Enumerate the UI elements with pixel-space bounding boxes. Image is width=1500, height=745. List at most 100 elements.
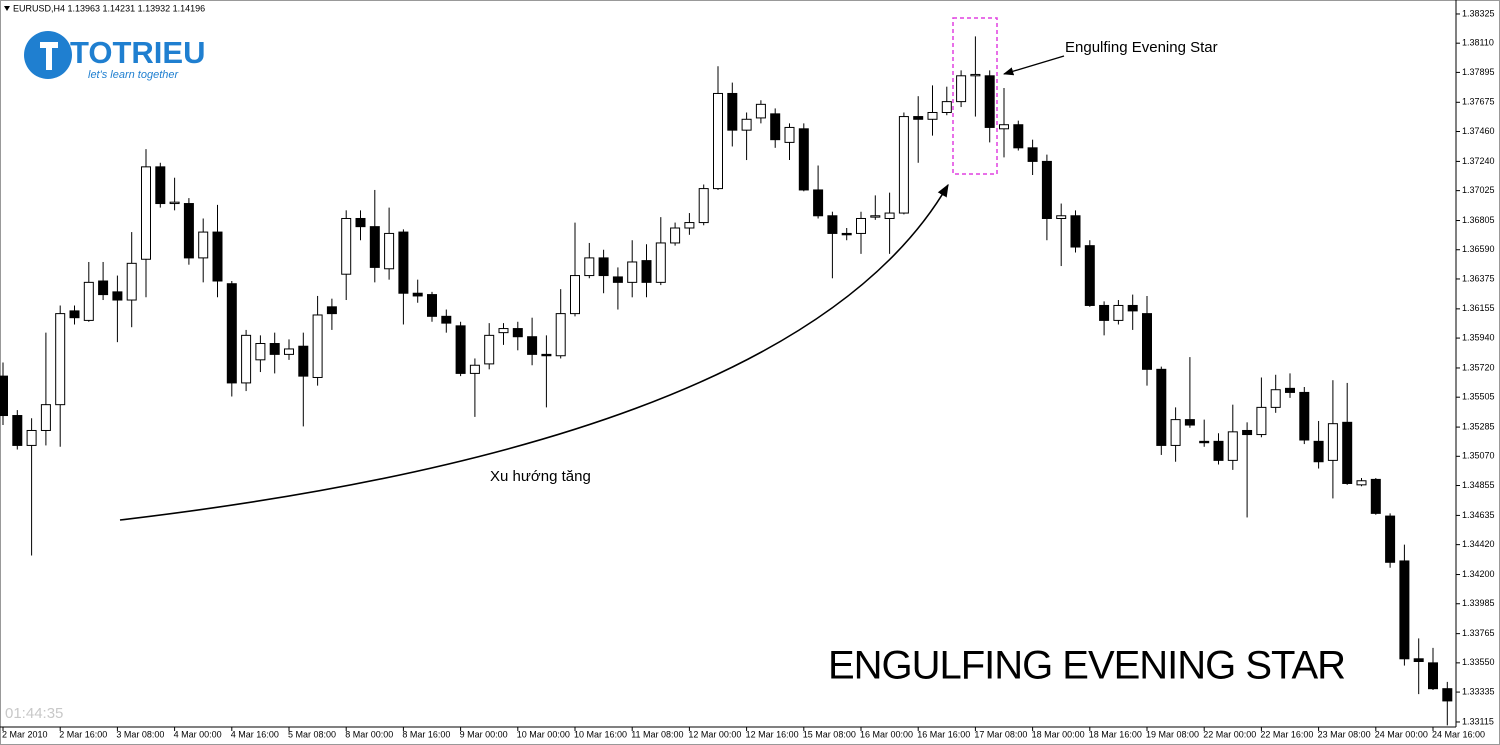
candle-body — [0, 375, 8, 417]
x-tick-label: 2 Mar 2010 — [2, 729, 48, 739]
logo-glyph — [40, 42, 58, 70]
candle-body — [956, 75, 967, 103]
candle-body — [141, 166, 151, 260]
candle-body — [941, 101, 952, 113]
candle-body — [412, 292, 423, 297]
candle-body — [1070, 215, 1081, 248]
x-tick-label: 22 Mar 16:00 — [1260, 729, 1313, 739]
pattern-arrow — [1003, 55, 1065, 76]
candle-body — [1013, 124, 1024, 149]
candle-body — [727, 92, 738, 131]
candle-body — [598, 257, 609, 277]
x-tick-label: 12 Mar 00:00 — [688, 729, 741, 739]
y-tick-label: 1.37240 — [1462, 156, 1495, 166]
highlight-box — [952, 17, 998, 175]
x-tick-label: 5 Mar 08:00 — [288, 729, 336, 739]
clock: 01:44:35 — [5, 705, 63, 722]
candle-body — [1056, 215, 1067, 219]
y-tick-label: 1.34420 — [1462, 539, 1495, 549]
candle-body — [913, 116, 924, 120]
y-tick-label: 1.37460 — [1462, 126, 1495, 136]
candle-body — [1213, 440, 1224, 461]
candle-body — [884, 212, 895, 219]
x-tick-label: 18 Mar 00:00 — [1032, 729, 1085, 739]
candle-body — [813, 189, 824, 217]
candle-body — [856, 217, 866, 234]
y-tick-label: 1.34200 — [1462, 569, 1495, 579]
candle-body — [970, 73, 981, 77]
candle-body — [398, 231, 409, 294]
candle-body — [1227, 431, 1238, 461]
candle-body — [741, 118, 752, 131]
annotation: Xu hướng tăng — [490, 468, 591, 485]
x-tick-label: 8 Mar 16:00 — [402, 729, 450, 739]
candle-body — [641, 260, 652, 283]
x-tick-label: 8 Mar 00:00 — [345, 729, 393, 739]
candle-body — [1270, 389, 1281, 408]
y-tick-label: 1.33765 — [1462, 628, 1495, 638]
candle-body — [713, 92, 723, 190]
candle-body — [627, 261, 638, 283]
y-tick-label: 1.37895 — [1462, 67, 1495, 77]
annotation: Engulfing Evening Star — [1065, 39, 1218, 56]
candle-body — [555, 313, 566, 357]
candle-body — [1156, 368, 1167, 446]
candle-body — [1399, 560, 1410, 660]
y-tick-label: 1.36155 — [1462, 303, 1495, 313]
y-tick-label: 1.34855 — [1462, 480, 1495, 490]
y-tick-label: 1.33115 — [1462, 716, 1494, 726]
candle-body — [98, 280, 109, 296]
candle-body — [484, 334, 495, 365]
candle-body — [827, 215, 838, 234]
x-tick-label: 16 Mar 00:00 — [860, 729, 913, 739]
big-annotation: ENGULFING EVENING STAR — [828, 644, 1346, 688]
x-tick-label: 18 Mar 16:00 — [1089, 729, 1142, 739]
candle-body — [898, 116, 909, 214]
candle-body — [512, 328, 523, 338]
candle-body — [1242, 429, 1253, 436]
y-tick-label: 1.37675 — [1462, 97, 1495, 107]
candle-body — [12, 415, 23, 446]
y-tick-label: 1.35940 — [1462, 332, 1495, 342]
x-tick-label: 3 Mar 08:00 — [116, 729, 164, 739]
y-tick-label: 1.35285 — [1462, 421, 1495, 431]
candle-body — [1299, 391, 1310, 441]
candle-body — [155, 166, 166, 205]
candle-body — [670, 227, 681, 244]
x-tick-label: 12 Mar 16:00 — [746, 729, 799, 739]
x-tick-label: 4 Mar 00:00 — [174, 729, 222, 739]
candle-body — [1084, 245, 1095, 306]
trend-arrow — [119, 183, 949, 521]
candle-body — [1370, 478, 1381, 514]
candle-body — [1428, 662, 1438, 690]
candle-body — [498, 328, 509, 334]
candle-body — [284, 348, 294, 355]
candle-body — [226, 283, 237, 384]
candle-body — [1313, 440, 1324, 463]
candle-body — [255, 343, 266, 361]
x-tick-label: 15 Mar 08:00 — [803, 729, 856, 739]
candle-body — [655, 242, 666, 283]
x-tick-label: 17 Mar 08:00 — [974, 729, 1027, 739]
candle-body — [870, 215, 881, 218]
candle-body — [183, 203, 194, 259]
x-tick-label: 23 Mar 08:00 — [1318, 729, 1371, 739]
x-tick-label: 10 Mar 00:00 — [517, 729, 570, 739]
candle-body — [298, 345, 309, 377]
candle-body — [1256, 406, 1267, 436]
x-tick-label: 9 Mar 00:00 — [460, 729, 508, 739]
candle-body — [1413, 658, 1424, 662]
candle-body — [1142, 313, 1152, 370]
candle-body — [612, 276, 623, 283]
candle-body — [312, 314, 323, 378]
candle-body — [755, 103, 766, 119]
candle-body — [1342, 421, 1353, 484]
x-tick-label: 16 Mar 16:00 — [917, 729, 970, 739]
candle-body — [1041, 160, 1052, 219]
menu-arrow — [4, 6, 10, 11]
logo-tagline: let's learn together — [88, 69, 179, 81]
x-tick-label: 24 Mar 00:00 — [1375, 729, 1428, 739]
y-tick-label: 1.36805 — [1462, 215, 1495, 225]
candle-body — [69, 310, 80, 319]
candle-body — [541, 353, 552, 357]
